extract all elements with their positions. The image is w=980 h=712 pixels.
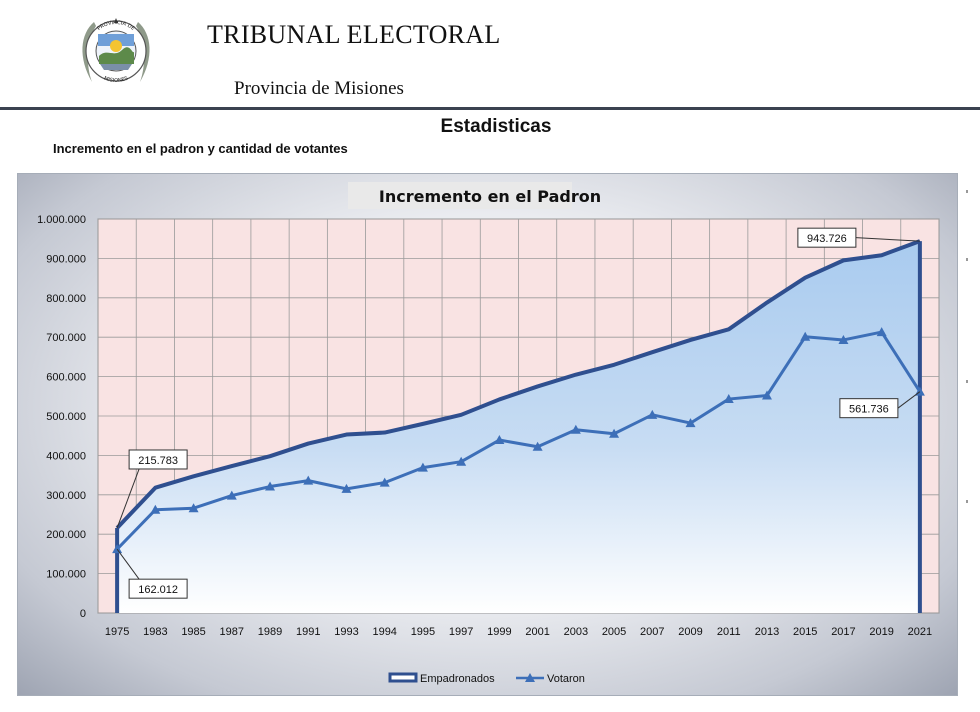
votaron-point [876, 327, 887, 337]
y-tick-label: 800.000 [46, 293, 86, 305]
x-tick-label: 2013 [755, 626, 779, 638]
padron-chart: 0 100.000 200.000 300.000 400.000 500.000 600.… [37, 182, 940, 685]
y-tick-label: 100.000 [46, 569, 86, 581]
votaron-point [609, 428, 620, 438]
votaron-point [226, 490, 237, 500]
x-tick-label: 1989 [258, 626, 282, 638]
x-tick-label: 1994 [372, 626, 396, 638]
y-tick-label: 300.000 [46, 490, 86, 502]
empadronados-series-line [115, 239, 921, 530]
votaron-point [685, 418, 696, 428]
votaron-point [570, 424, 581, 434]
legend-swatch-empadronados [388, 672, 418, 683]
annotation-box [128, 449, 188, 470]
votaron-point [265, 481, 276, 491]
data-label: 215.783 [138, 455, 178, 467]
chart-title-box [348, 182, 572, 209]
y-tick-label: 200.000 [46, 529, 86, 541]
annotation-box [797, 227, 857, 248]
votaron-point [379, 477, 390, 487]
org-subtitle: Provincia de Misiones [234, 78, 404, 99]
edge-mark [966, 500, 968, 503]
votaron-point [456, 456, 467, 466]
votaron-point [723, 394, 734, 404]
x-tick-label: 1997 [449, 626, 473, 638]
x-tick-label: 1985 [181, 626, 205, 638]
legend-label: Votaron [547, 673, 585, 685]
votaron-point [838, 334, 849, 344]
edge-mark [966, 380, 968, 383]
annotation-box [839, 398, 899, 419]
annotation-box [128, 578, 188, 599]
x-tick-label: 1987 [220, 626, 244, 638]
x-tick-label: 1983 [143, 626, 167, 638]
annotation-leader [897, 391, 921, 409]
annotation-leader [855, 237, 920, 242]
y-tick-label: 500.000 [46, 411, 86, 423]
votaron-point [494, 435, 505, 445]
votaron-point [800, 331, 811, 341]
annotation-leader [116, 468, 140, 529]
x-tick-label: 2021 [908, 626, 932, 638]
x-tick-label: 2011 [717, 626, 741, 638]
x-tick-label: 1975 [105, 626, 129, 638]
votaron-point [150, 504, 161, 514]
page-heading: Estadisticas [440, 116, 552, 137]
x-tick-label: 2017 [831, 626, 855, 638]
x-tick-label: 1991 [296, 626, 320, 638]
data-label: 943.726 [807, 233, 847, 245]
section-subtitle: Incremento en el padron y cantidad de vo… [53, 141, 348, 156]
x-tick-label: 2015 [793, 626, 817, 638]
votaron-point [761, 390, 772, 400]
votaron-point [112, 544, 123, 554]
y-tick-label: 400.000 [46, 450, 86, 462]
chart-area: 0 100.000 200.000 300.000 400.000 500.000 600.… [17, 173, 958, 696]
x-tick-label: 2005 [602, 626, 626, 638]
votaron-point [417, 462, 428, 472]
edge-mark [966, 190, 968, 193]
legend-label: Empadronados [420, 673, 495, 685]
votaron-point [341, 483, 352, 493]
y-tick-label: 1.000.000 [37, 214, 86, 226]
y-tick-label: 600.000 [46, 372, 86, 384]
x-tick-label: 1995 [411, 626, 435, 638]
edge-mark [966, 258, 968, 261]
x-tick-label: 2007 [640, 626, 664, 638]
votaron-point [303, 475, 314, 485]
legend-swatch-votaron-marker [525, 673, 535, 682]
annotation-leader [116, 548, 140, 580]
empadronados-area [117, 241, 920, 613]
x-tick-label: 2019 [869, 626, 893, 638]
chart-legend: Empadronados Votaron [388, 672, 585, 685]
x-tick-label: 1999 [487, 626, 511, 638]
data-label: 561.736 [849, 404, 889, 416]
tribunal-seal-logo: PROVINCIA DE MISIONES [82, 18, 150, 84]
header-divider [0, 107, 980, 110]
votaron-point [188, 503, 199, 513]
x-tick-label: 2001 [525, 626, 549, 638]
x-tick-label: 2009 [678, 626, 702, 638]
org-title: TRIBUNAL ELECTORAL [207, 20, 501, 49]
x-tick-label: 1993 [334, 626, 358, 638]
votaron-series-line [116, 330, 922, 551]
y-tick-label: 900.000 [46, 253, 86, 265]
y-tick-label: 700.000 [46, 332, 86, 344]
x-tick-label: 2003 [564, 626, 588, 638]
y-tick-label: 0 [80, 608, 86, 620]
svg-text:MISIONES: MISIONES [103, 76, 129, 84]
votaron-point [532, 441, 543, 451]
data-label: 162.012 [138, 584, 178, 596]
chart-title: Incremento en el Padron [379, 187, 601, 206]
votaron-point [647, 409, 658, 419]
